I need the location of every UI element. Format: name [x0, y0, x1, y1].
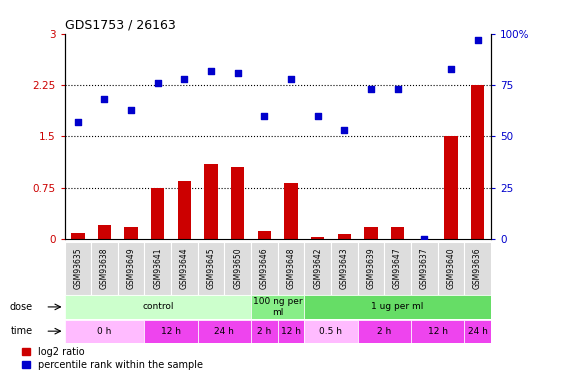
Point [313, 113, 322, 119]
Point [393, 86, 402, 92]
Bar [465, 242, 491, 295]
Bar [411, 242, 438, 295]
Bar [224, 242, 251, 295]
Bar [438, 242, 465, 295]
Bar [391, 226, 404, 239]
Text: dose: dose [10, 302, 33, 312]
Point [420, 236, 429, 242]
Text: GSM93650: GSM93650 [233, 248, 242, 289]
Text: 1 ug per ml: 1 ug per ml [371, 302, 424, 311]
Bar [304, 320, 358, 343]
Bar [197, 320, 251, 343]
Bar [65, 295, 251, 318]
Bar [257, 231, 271, 239]
Point [73, 119, 82, 125]
Text: GSM93643: GSM93643 [340, 248, 349, 289]
Text: GDS1753 / 26163: GDS1753 / 26163 [65, 18, 175, 31]
Bar [65, 242, 91, 295]
Bar [278, 242, 304, 295]
Point [447, 66, 456, 72]
Bar [411, 320, 465, 343]
Bar [197, 242, 224, 295]
Text: 12 h: 12 h [161, 327, 181, 336]
Bar [118, 242, 145, 295]
Point [287, 76, 296, 82]
Bar [364, 226, 378, 239]
Text: 12 h: 12 h [427, 327, 448, 336]
Text: GSM93640: GSM93640 [447, 248, 456, 289]
Point [153, 80, 162, 86]
Text: GSM93642: GSM93642 [313, 248, 322, 289]
Bar [251, 295, 304, 318]
Text: 24 h: 24 h [214, 327, 234, 336]
Point [233, 70, 242, 76]
Point [127, 106, 136, 112]
Bar [471, 85, 484, 239]
Bar [71, 233, 85, 239]
Text: GSM93636: GSM93636 [473, 248, 482, 289]
Bar [65, 320, 144, 343]
Bar [125, 226, 138, 239]
Text: 12 h: 12 h [281, 327, 301, 336]
Text: GSM93641: GSM93641 [153, 248, 162, 289]
Text: 0 h: 0 h [97, 327, 112, 336]
Text: GSM93644: GSM93644 [180, 248, 189, 289]
Text: 2 h: 2 h [257, 327, 272, 336]
Text: 2 h: 2 h [377, 327, 392, 336]
Text: GSM93647: GSM93647 [393, 248, 402, 289]
Text: GSM93638: GSM93638 [100, 248, 109, 289]
Legend: log2 ratio, percentile rank within the sample: log2 ratio, percentile rank within the s… [22, 347, 203, 370]
Text: GSM93648: GSM93648 [287, 248, 296, 289]
Bar [444, 136, 458, 239]
Text: control: control [142, 302, 173, 311]
Text: 100 ng per
ml: 100 ng per ml [253, 297, 302, 316]
Bar [338, 234, 351, 239]
Bar [358, 242, 384, 295]
Bar [284, 183, 298, 239]
Bar [304, 242, 331, 295]
Text: GSM93639: GSM93639 [366, 248, 375, 289]
Point [206, 68, 215, 74]
Bar [145, 242, 171, 295]
Point [180, 76, 189, 82]
Bar [465, 320, 491, 343]
Bar [151, 188, 164, 239]
Point [366, 86, 375, 92]
Bar [278, 320, 304, 343]
Bar [204, 164, 218, 239]
Bar [178, 181, 191, 239]
Bar [231, 167, 245, 239]
Bar [91, 242, 118, 295]
Text: GSM93635: GSM93635 [73, 248, 82, 289]
Bar [358, 320, 411, 343]
Text: GSM93646: GSM93646 [260, 248, 269, 289]
Bar [384, 242, 411, 295]
Bar [331, 242, 358, 295]
Text: 24 h: 24 h [468, 327, 488, 336]
Text: time: time [11, 326, 33, 336]
Bar [304, 295, 491, 318]
Point [100, 96, 109, 102]
Text: GSM93637: GSM93637 [420, 248, 429, 289]
Point [260, 113, 269, 119]
Point [473, 37, 482, 43]
Bar [251, 242, 278, 295]
Bar [171, 242, 198, 295]
Text: GSM93645: GSM93645 [206, 248, 215, 289]
Text: 0.5 h: 0.5 h [320, 327, 342, 336]
Point [340, 127, 349, 133]
Text: GSM93649: GSM93649 [127, 248, 136, 289]
Bar [311, 237, 324, 239]
Bar [251, 320, 278, 343]
Bar [98, 225, 111, 239]
Bar [145, 320, 197, 343]
